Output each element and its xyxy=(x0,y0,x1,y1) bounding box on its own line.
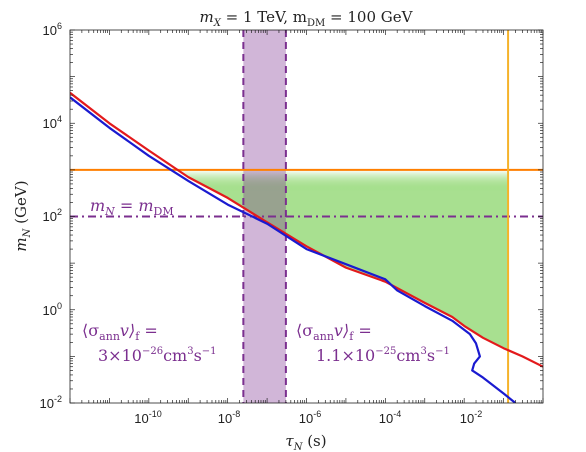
x-tick-label-5: 10-2 xyxy=(460,409,482,426)
chart-title: mX = 1 TeV, mDM = 100 GeV xyxy=(200,8,414,29)
reference-lines xyxy=(70,30,543,403)
y-tick-label-1: 10-2 xyxy=(40,394,62,411)
title-sub-dm: DM xyxy=(307,18,325,29)
y-axis-label: mN (GeV) xyxy=(12,180,33,251)
x-tick-label-1: 10-10 xyxy=(134,409,161,426)
series-curve-1 xyxy=(70,91,543,368)
shaded-regions xyxy=(177,30,509,403)
title-m1: m xyxy=(200,8,214,26)
x-tick-label-3: 10-6 xyxy=(299,409,321,426)
x-tick-labels: 10-10 10-8 10-6 10-4 10-2 xyxy=(134,409,482,426)
title-sub-x: X xyxy=(213,18,222,29)
series-curve-2 xyxy=(70,96,517,403)
green-region-fade xyxy=(177,169,509,351)
y-tick-labels: 10-2 100 102 104 106 xyxy=(40,21,62,411)
title-mid: = 1 TeV, m xyxy=(221,8,307,26)
axis-ticks xyxy=(69,29,544,404)
right-cross-section-line1: ⟨σannv⟩f = xyxy=(296,321,372,343)
y-tick-label-5: 106 xyxy=(43,21,62,38)
title-end: = 100 GeV xyxy=(325,8,413,26)
x-tick-label-4: 10-4 xyxy=(379,409,401,426)
mass-equality-label: mN = mDM xyxy=(90,196,174,218)
y-tick-label-3: 102 xyxy=(43,207,62,224)
x-axis-label: τN (s) xyxy=(285,432,326,452)
left-cross-section-line2: 3×10−26cm3s−1 xyxy=(98,346,217,365)
x-tick-label-2: 10-8 xyxy=(218,409,240,426)
y-tick-label-4: 104 xyxy=(43,114,62,131)
right-cross-section-line2: 1.1×10−25cm3s−1 xyxy=(316,346,450,365)
series-curves xyxy=(70,91,543,403)
y-tick-label-2: 100 xyxy=(43,301,62,318)
left-cross-section-line1: ⟨σannv⟩f = xyxy=(82,321,158,343)
